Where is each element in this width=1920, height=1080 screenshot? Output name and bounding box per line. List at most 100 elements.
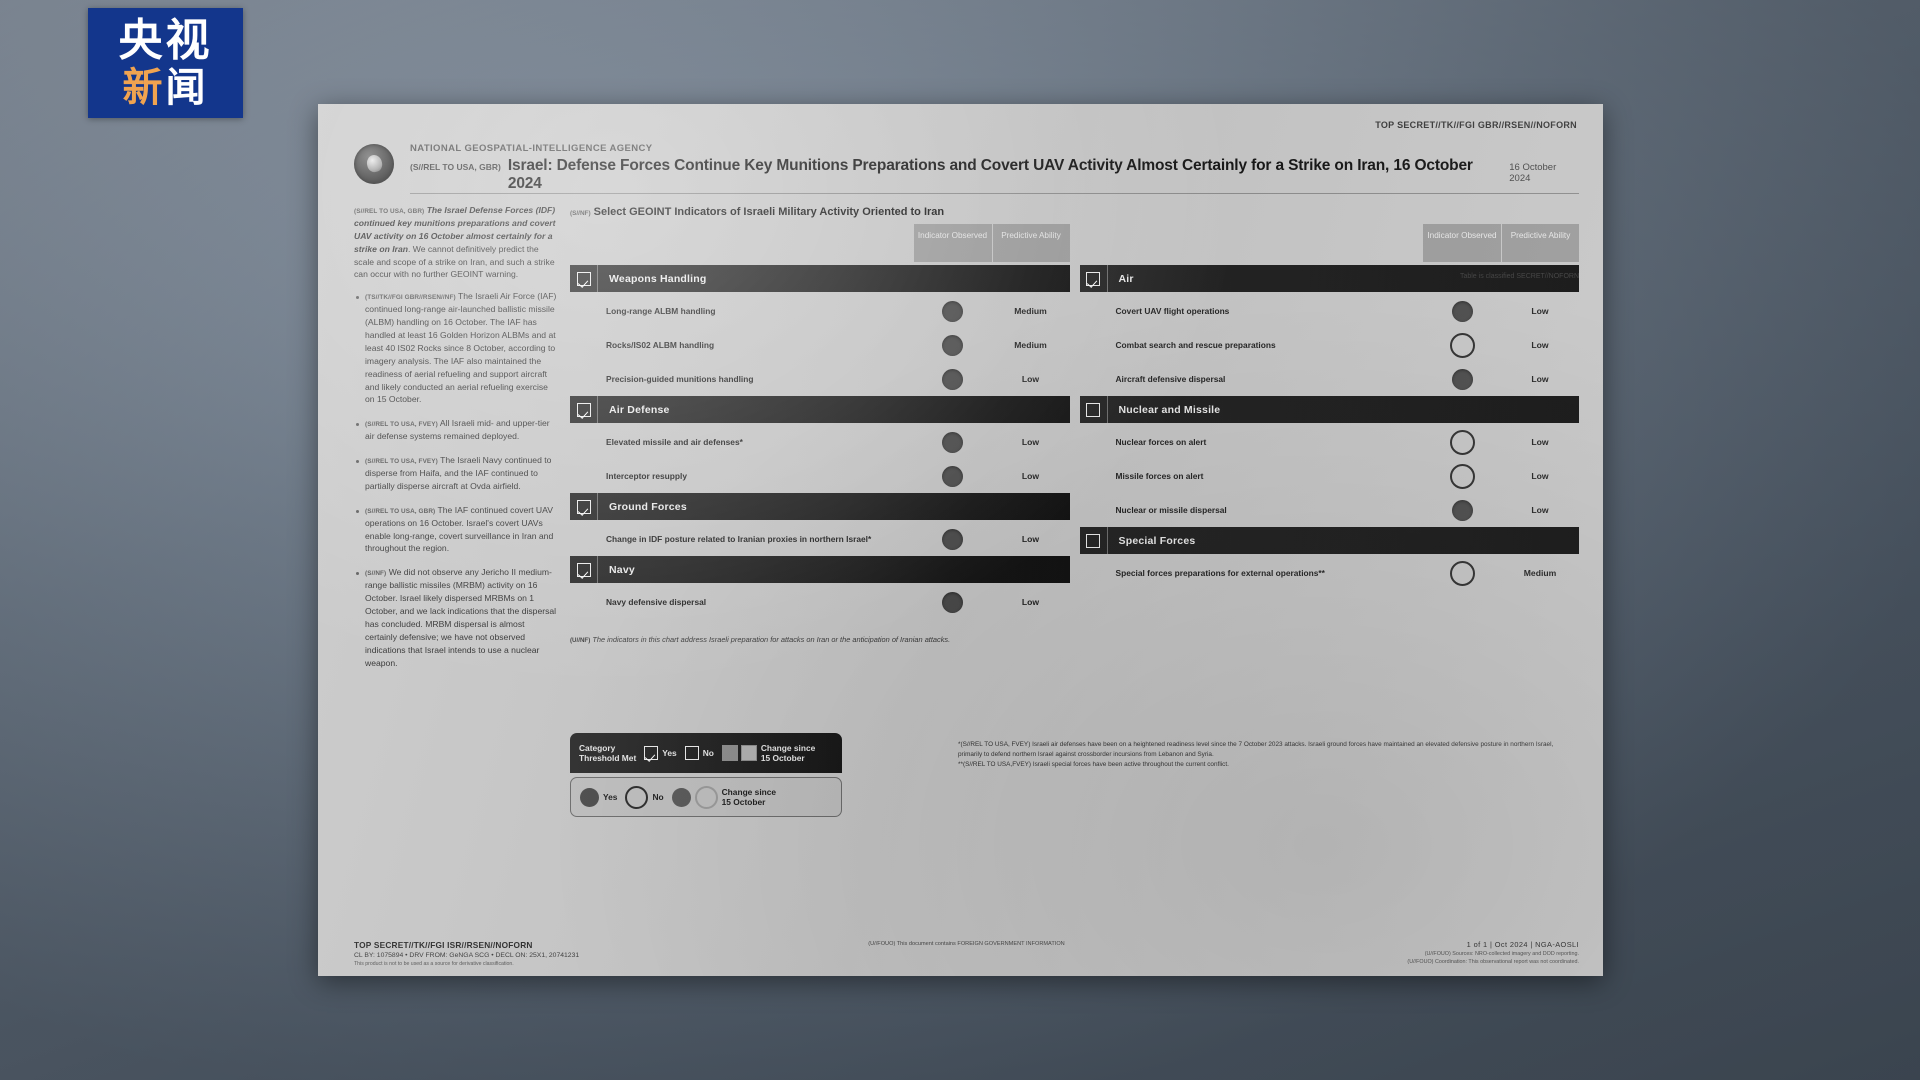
- footer-page-info: 1 of 1 | Oct 2024 | NGA-AOSLI: [1466, 940, 1579, 949]
- chart-footnotes: *(S//REL TO USA, FVEY) Israeli air defen…: [958, 740, 1578, 770]
- chart-heading: (S//NF) Select GEOINT Indicators of Isra…: [570, 206, 1579, 218]
- legend-yes-label: Yes: [662, 747, 677, 758]
- predictive-ability-value: Low: [1531, 437, 1549, 447]
- filled-circle-icon: [942, 528, 963, 550]
- category-header-air-defense[interactable]: Air Defense: [570, 396, 1070, 423]
- legend-change-line1: Change since: [721, 786, 777, 797]
- category-threshold-checkbox[interactable]: [1080, 396, 1108, 423]
- category-header-ground-forces[interactable]: Ground Forces: [570, 493, 1070, 520]
- legend-change-label: Change since 15 October: [761, 743, 815, 764]
- column-header-left: Indicator Observed Predictive Ability: [570, 224, 1070, 262]
- legend-observed-yes-label: Yes: [603, 791, 618, 802]
- list-item: (S//REL TO USA, GBR) The IAF continued c…: [356, 504, 558, 556]
- indicator-label: Navy defensive dispersal: [606, 596, 707, 607]
- column-header-right: Indicator Observed Predictive Ability: [1080, 224, 1579, 262]
- document-header: NATIONAL GEOSPATIAL-INTELLIGENCE AGENCY …: [354, 140, 1579, 194]
- category-header-navy[interactable]: Navy: [570, 556, 1070, 583]
- col-header-predictive-ability: Predictive Ability: [1501, 224, 1579, 262]
- filled-circle-icon: [942, 591, 963, 613]
- indicator-observed-cell: [1423, 368, 1501, 390]
- chart-legend: Category Threshold Met Yes No Change sin…: [570, 733, 842, 817]
- predictive-ability-value: Medium: [1014, 340, 1047, 350]
- title-date: 16 October 2024: [1509, 162, 1557, 184]
- hollow-circle-icon: [1449, 429, 1475, 455]
- category-label: Weapons Handling: [609, 272, 707, 285]
- legend-category-label: Category Threshold Met: [579, 743, 636, 764]
- indicator-observed-cell: [1423, 560, 1501, 586]
- indicator-row: Navy defensive dispersal Low: [570, 585, 1070, 619]
- category-threshold-checkbox[interactable]: [570, 493, 598, 520]
- category-header-nuclear-and-missile[interactable]: Nuclear and Missile: [1079, 396, 1579, 423]
- category-label: Nuclear and Missile: [1118, 403, 1221, 416]
- filled-circle-icon: [1451, 300, 1473, 322]
- category-threshold-checkbox[interactable]: [1080, 527, 1108, 554]
- nga-seal-icon: [354, 144, 394, 184]
- chart-left-column: Indicator Observed Predictive Ability We…: [570, 224, 1070, 619]
- cctv-news-logo: 央视 新闻: [88, 8, 243, 118]
- indicator-observed-cell: [1423, 300, 1501, 322]
- footer-coordination: (U//FOUO) Coordination: This observation…: [1407, 959, 1579, 965]
- title-row: (S//REL TO USA, GBR) Israel: Defense For…: [410, 157, 1579, 193]
- category-threshold-checkbox[interactable]: [570, 556, 598, 583]
- legend-observed-yes-pair: Yes: [580, 787, 618, 807]
- category-threshold-checkbox[interactable]: [570, 265, 598, 292]
- filled-circle-icon: [580, 787, 599, 807]
- category-threshold-checkbox[interactable]: [570, 396, 598, 423]
- legend-change-swatches: Change since 15 October: [721, 743, 815, 764]
- indicator-chart: (S//NF) Select GEOINT Indicators of Isra…: [570, 206, 1579, 644]
- indicator-row: Nuclear or missile dispersal Low: [1080, 493, 1580, 527]
- change-filled-circle-icon: [671, 787, 691, 807]
- legend-observed-no-pair: No: [625, 785, 664, 809]
- predictive-ability-value: Low: [1531, 471, 1549, 481]
- unchecked-box-icon: [684, 746, 699, 760]
- bullet-marking: (S//NF): [365, 570, 387, 578]
- indicator-row: Combat search and rescue preparations Low: [1080, 328, 1580, 362]
- indicator-observed-cell: [914, 368, 992, 390]
- indicator-label: Combat search and rescue preparations: [1115, 339, 1276, 350]
- page-title: Israel: Defense Forces Continue Key Muni…: [507, 157, 1473, 192]
- filled-circle-icon: [1451, 499, 1473, 521]
- indicator-row: Change in IDF posture related to Iranian…: [570, 522, 1070, 556]
- predictive-ability-value: Low: [1021, 437, 1040, 447]
- indicator-label: Nuclear forces on alert: [1115, 436, 1207, 447]
- legend-change-line2: 15 October: [721, 797, 766, 807]
- indicator-label: Missile forces on alert: [1115, 470, 1204, 481]
- predictive-ability-value: Low: [1021, 597, 1040, 607]
- predictive-ability-value: Medium: [1523, 568, 1557, 578]
- legend-indicator-row: Yes No Change since 15 October: [570, 777, 842, 817]
- predictive-ability-value: Low: [1021, 534, 1040, 544]
- predictive-ability-value: Low: [1021, 471, 1040, 481]
- narrative-bullets: (TS//TK//FGI GBR//RSEN//NF) The Israeli …: [354, 290, 558, 669]
- category-header-air[interactable]: Air: [1079, 265, 1579, 292]
- legend-no-checkbox-pair: No: [684, 746, 714, 760]
- bullet-text: All Israeli mid- and upper-tier air defe…: [365, 418, 550, 442]
- lead-marking: (S//REL TO USA, GBR): [354, 208, 425, 215]
- col-header-indicator-observed: Indicator Observed: [913, 224, 992, 262]
- category-label: Special Forces: [1118, 534, 1196, 547]
- list-item: (S//REL TO USA, FVEY) All Israeli mid- a…: [356, 417, 558, 443]
- category-header-special-forces[interactable]: Special Forces: [1079, 527, 1579, 554]
- chart-heading-marking: (S//NF): [570, 210, 591, 217]
- indicator-row: Rocks/IS02 ALBM handling Medium: [570, 328, 1070, 362]
- indicator-observed-cell: [914, 334, 992, 356]
- indicator-observed-cell: [1423, 429, 1501, 455]
- lead-rest-text: . We cannot definitively predict the sca…: [354, 243, 555, 280]
- indicator-row: Elevated missile and air defenses* Low: [570, 425, 1070, 459]
- chart-heading-text: Select GEOINT Indicators of Israeli Mili…: [593, 206, 945, 218]
- category-threshold-checkbox[interactable]: [1080, 265, 1108, 292]
- footer-left: TOP SECRET//TK//FGI ISR//RSEN//NOFORN CL…: [354, 940, 579, 967]
- indicator-observed-cell: [1423, 463, 1501, 489]
- legend-change-line2: 15 October: [760, 753, 805, 763]
- col-header-predictive-ability: Predictive Ability: [991, 224, 1070, 262]
- predictive-ability-value: Low: [1531, 340, 1549, 350]
- filled-circle-icon: [942, 431, 963, 453]
- change-hollow-circle-icon: [694, 785, 718, 809]
- bullet-marking: (TS//TK//FGI GBR//RSEN//NF): [365, 294, 456, 302]
- bullet-text: The Israeli Air Force (IAF) continued lo…: [365, 291, 557, 405]
- indicator-label: Rocks/IS02 ALBM handling: [606, 339, 715, 350]
- filled-circle-icon: [1451, 368, 1473, 390]
- category-header-weapons-handling[interactable]: Weapons Handling: [570, 265, 1070, 292]
- hollow-circle-icon: [1449, 463, 1475, 489]
- bullet-text: The IAF continued covert UAV operations …: [365, 504, 554, 554]
